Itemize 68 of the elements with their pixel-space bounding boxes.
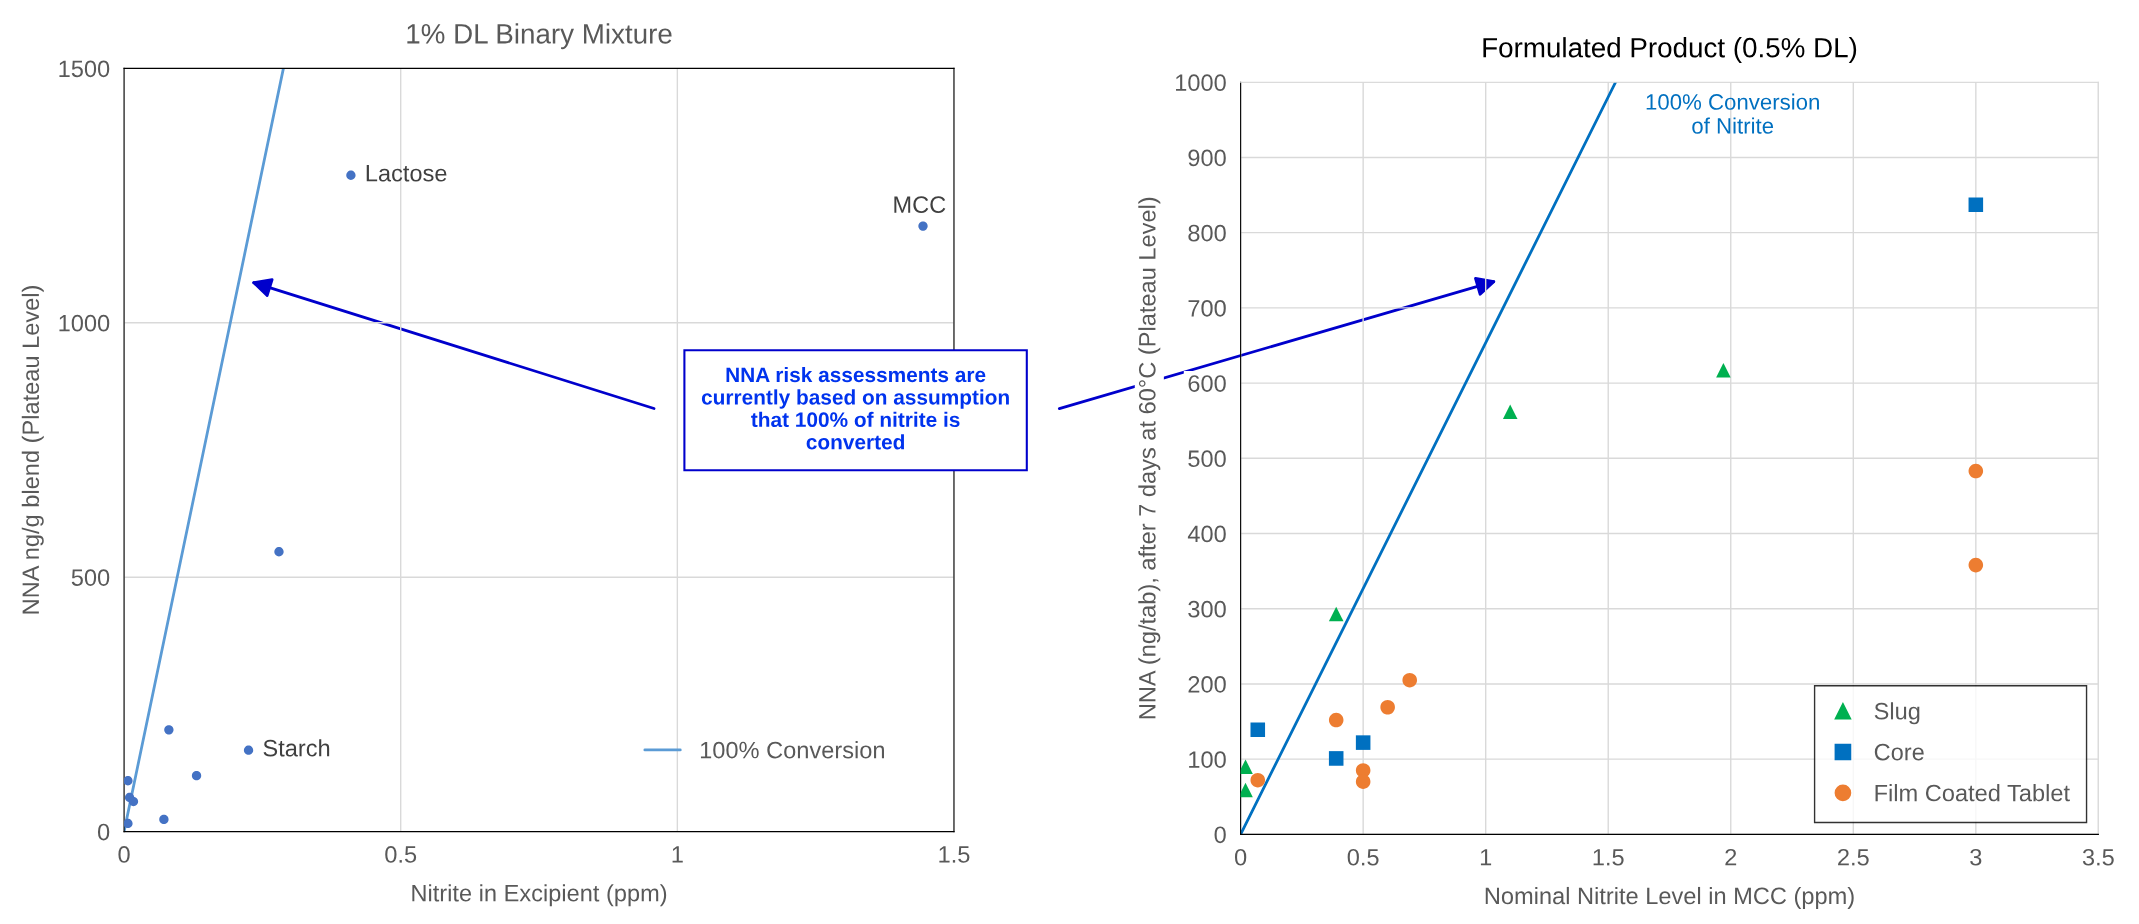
x-tick-label: 1.5: [1593, 849, 1624, 866]
y-axis-title: NNA ng/g blend (Plateau Level): [21, 286, 44, 614]
point: [164, 725, 174, 735]
x-axis-title: Nominal Nitrite Level in MCC (ppm): [1485, 886, 1854, 909]
annotation: Lactose: [366, 165, 447, 182]
annotation: NNA risk assessments are currently based on assumption that 100% of nitrite is converted: [701, 366, 1009, 450]
y-tick-label: 700: [1188, 299, 1226, 317]
y-tick-label: 600: [1188, 375, 1226, 392]
point: [243, 745, 254, 755]
y-axis-title: NNA (ng/tab), after 7 days at 60°C (Plateau Level): [1138, 197, 1161, 719]
y-tick-label: 300: [1188, 600, 1226, 618]
point: [1328, 712, 1344, 728]
x-tick-label: 0: [118, 846, 130, 863]
point: [1328, 606, 1344, 622]
chart-title: Formulated Product (0.5% DL): [1483, 37, 1857, 63]
x-tick-label: 3.5: [2082, 848, 2114, 866]
point: [1968, 463, 1984, 479]
annotation: MCC: [894, 196, 946, 213]
point: [1968, 557, 1984, 573]
point: [124, 776, 133, 786]
point: [1355, 774, 1371, 790]
y-tick-label: 100: [1189, 751, 1226, 768]
x-tick-label: 1: [1480, 849, 1492, 866]
point: [1716, 363, 1731, 378]
point: [346, 170, 356, 180]
point: [1240, 782, 1253, 798]
x-tick-label: 3: [1970, 848, 1982, 866]
x-tick-label: 0.5: [385, 846, 417, 863]
point: [1250, 722, 1266, 738]
series-label: 100% Conversion of Nitrite: [1646, 93, 1819, 134]
point: [1968, 197, 1984, 213]
point: [1402, 672, 1418, 688]
annotation: Starch: [263, 739, 330, 757]
x-tick-label: 0.5: [1347, 848, 1379, 866]
legend-label: Core: [1874, 743, 1924, 761]
point: [1502, 404, 1518, 419]
point: [128, 796, 139, 807]
y-tick-label: 500: [71, 569, 110, 586]
y-tick-label: 900: [1188, 149, 1226, 167]
x-tick-label: 2.5: [1838, 848, 1869, 866]
point: [1250, 772, 1266, 788]
x-tick-label: 1.5: [939, 846, 970, 863]
y-tick-label: 1000: [1176, 74, 1226, 92]
y-tick-label: 200: [1188, 676, 1226, 693]
legend-label: Film Coated Tablet: [1875, 784, 2070, 802]
x-axis-title: Nitrite in Excipient (ppm): [412, 884, 667, 907]
x-tick-label: 2: [1725, 848, 1737, 866]
point: [1380, 699, 1395, 715]
y-tick-label: 1000: [59, 314, 110, 332]
point: [124, 818, 133, 829]
point: [918, 221, 928, 231]
point: [159, 814, 169, 825]
y-tick-label: 0: [1214, 826, 1226, 844]
point: [191, 770, 202, 781]
x-tick-label: 0: [1234, 848, 1247, 866]
legend-label: 100% Conversion: [700, 741, 884, 759]
point: [1240, 759, 1253, 774]
x-tick-label: 1: [672, 846, 683, 863]
y-tick-label: 1500: [59, 60, 110, 78]
point: [274, 547, 284, 557]
y-tick-label: 0: [97, 823, 110, 841]
y-tick-label: 500: [1188, 450, 1226, 468]
legend-label: Slug: [1874, 702, 1920, 725]
y-tick-label: 400: [1187, 525, 1226, 543]
y-tick-label: 800: [1188, 224, 1226, 242]
point: [1355, 735, 1371, 750]
chart-title: 1% DL Binary Mixture: [407, 23, 672, 50]
point: [1328, 751, 1344, 766]
